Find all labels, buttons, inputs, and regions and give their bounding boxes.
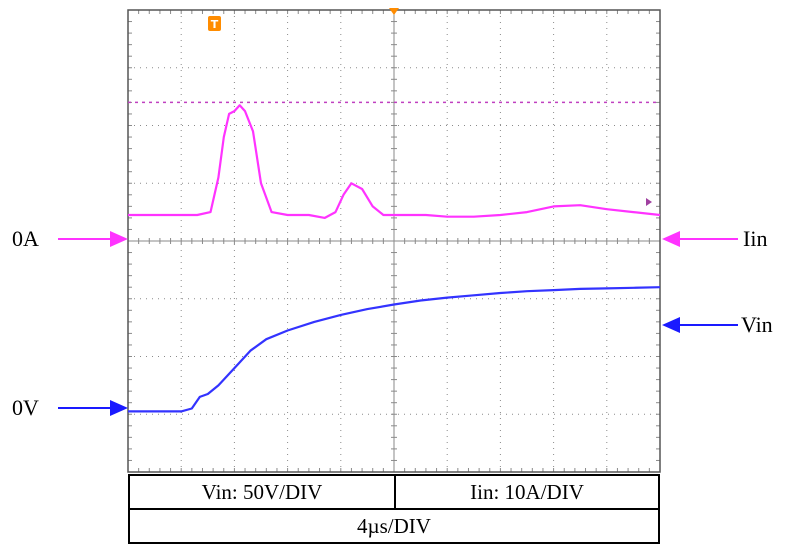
vin-zero-label: 0V <box>12 395 39 420</box>
time-scale-cell: 4µs/DIV <box>357 514 431 538</box>
vin-name-arrow-icon <box>662 317 738 333</box>
iin-zero-arrow-icon <box>58 231 128 247</box>
iin-zero-label: 0A <box>12 226 39 251</box>
series-line-iin <box>128 104 661 219</box>
iin-name-label: Iin <box>743 226 768 251</box>
trigger-position-icon <box>389 8 399 15</box>
series-line-vin <box>128 286 661 413</box>
vin-zero-arrow-icon <box>58 400 128 416</box>
iin-scale-cell: Iin: 10A/DIV <box>470 480 584 504</box>
level-marker-icon <box>646 198 652 206</box>
iin-name-arrow-icon <box>662 231 738 247</box>
vin-scale-cell: Vin: 50V/DIV <box>130 476 396 508</box>
scale-info-table: Vin: 50V/DIV Iin: 10A/DIV 4µs/DIV <box>128 474 660 544</box>
channel-scale-row: Vin: 50V/DIV Iin: 10A/DIV <box>130 476 658 510</box>
vin-name-label: Vin <box>741 312 773 337</box>
grid <box>127 9 661 473</box>
trigger-t-label: T <box>211 18 219 31</box>
trigger-t-marker: T <box>208 16 221 31</box>
